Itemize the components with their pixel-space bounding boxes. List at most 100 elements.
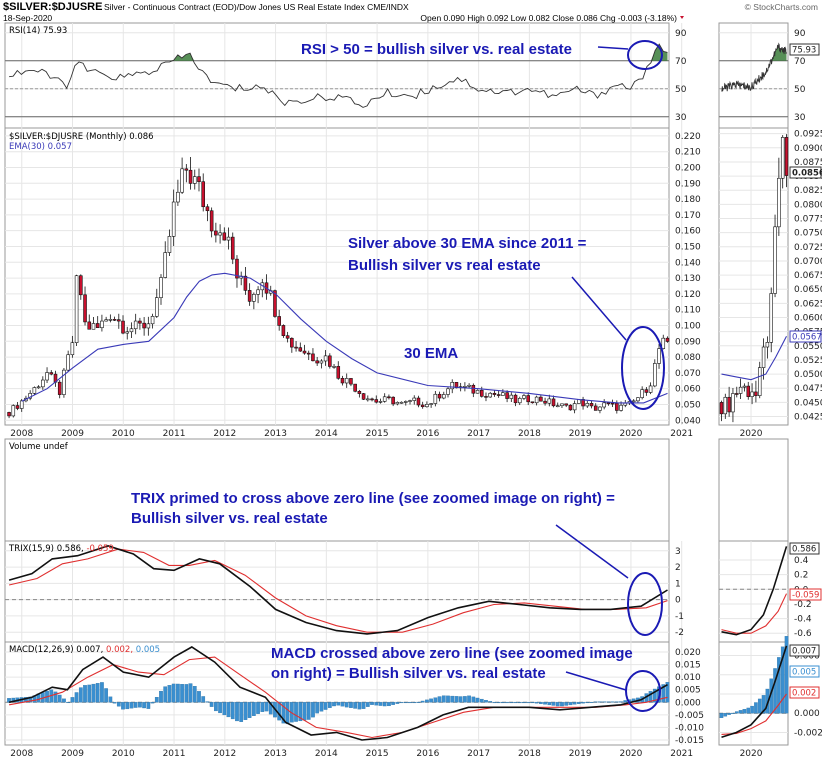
zoom-macd-histogram-bar	[750, 705, 754, 714]
ema-line-label: 30 EMA	[404, 345, 458, 362]
macd-histogram-bar	[146, 702, 151, 709]
zoom-price-candle	[727, 396, 731, 413]
price-candle	[315, 360, 319, 364]
price-candle	[391, 396, 395, 405]
price-tick-label: 0.040	[675, 416, 701, 426]
price-candle	[285, 335, 290, 339]
price-candle	[91, 323, 96, 330]
macd-histogram-bar	[349, 702, 353, 708]
macd-histogram-bar	[661, 684, 666, 703]
price-candle	[108, 319, 113, 321]
price-tick-label: 0.200	[675, 163, 701, 173]
macd-histogram-bar	[306, 702, 311, 720]
trix-annotation-line1: TRIX primed to cross above zero line (se…	[131, 490, 615, 507]
brand-label: © StockCharts.com	[745, 2, 818, 12]
rsi-legend: RSI(14) 75.93	[9, 26, 67, 36]
price-candle	[311, 353, 315, 362]
trix-tick-label: 0	[675, 596, 681, 606]
price-candle	[530, 401, 535, 404]
price-candle	[522, 395, 526, 399]
price-candle	[450, 382, 455, 390]
year-tick-label: 2008	[10, 749, 33, 759]
macd-histogram-bar	[167, 685, 172, 703]
price-candle	[442, 394, 446, 399]
macd-histogram-bar	[138, 702, 142, 708]
zoom-rsi-panel	[718, 22, 789, 129]
macd-histogram-bar	[433, 697, 438, 703]
trix-value-tag: 0.586	[789, 542, 820, 555]
macd-histogram-bar	[353, 702, 358, 709]
zoom-price-candle	[738, 386, 743, 394]
trix-tick-label: -2	[675, 628, 684, 638]
zoom-trix-tick-label: 0.2	[794, 571, 808, 581]
macd-hist-tag: 0.005	[789, 665, 820, 678]
macd-histogram-bar	[610, 701, 615, 703]
year-tick-label: 2009	[61, 429, 84, 439]
macd-histogram-bar	[374, 702, 379, 706]
zoom-year-tick-label: 2020	[740, 749, 763, 759]
macd-histogram-bar	[593, 701, 598, 703]
macd-histogram-bar	[230, 702, 235, 720]
rsi-tick-label: 70	[675, 57, 687, 67]
macd-histogram-bar	[344, 702, 349, 708]
year-tick-label: 2014	[315, 749, 338, 759]
price-tick-label: 0.120	[675, 290, 701, 300]
year-tick-label: 2019	[569, 429, 592, 439]
macd-histogram-bar	[606, 701, 611, 703]
macd-histogram-bar	[581, 702, 585, 704]
macd-histogram-bar	[412, 702, 417, 704]
price-candle	[281, 325, 286, 336]
macd-histogram-bar	[70, 697, 75, 703]
price-candle	[644, 389, 649, 393]
macd-histogram-bar	[239, 702, 244, 722]
macd-tick-label: 0.020	[675, 648, 701, 658]
macd-histogram-bar	[302, 702, 307, 721]
price-candle	[171, 201, 176, 237]
macd-histogram-bar	[652, 688, 657, 703]
macd-histogram-bar	[171, 683, 176, 703]
price-candle	[243, 275, 248, 291]
macd-tick-label: -0.005	[675, 711, 704, 721]
price-candle	[467, 384, 471, 387]
macd-histogram-bar	[454, 696, 459, 703]
price-candle	[41, 379, 45, 388]
macd-annotation-pointer	[565, 671, 627, 691]
price-candle	[306, 352, 311, 355]
price-candle	[66, 354, 70, 371]
macd-histogram-bar	[534, 702, 539, 704]
price-candle	[602, 402, 606, 408]
macd-histogram-bar	[247, 702, 252, 718]
price-candle	[167, 236, 172, 253]
rsi-annotation: RSI > 50 = bullish silver vs. real estat…	[301, 41, 572, 58]
zoom-price-tick-label: 0.0675	[794, 271, 822, 281]
macd-histogram-bar	[209, 702, 214, 707]
macd-histogram-bar	[281, 702, 286, 724]
macd-histogram-bar	[197, 691, 201, 703]
price-candle	[298, 347, 303, 352]
zoom-price-candle	[735, 393, 739, 395]
zoom-macd-histogram-bar	[723, 713, 728, 717]
price-candle	[387, 396, 391, 399]
price-candle	[100, 320, 104, 329]
macd-histogram-bar	[484, 700, 488, 703]
price-candle	[121, 320, 125, 334]
macd-histogram-bar	[323, 702, 328, 710]
price-candle	[551, 398, 556, 407]
macd-histogram-bar	[121, 702, 125, 710]
price-tick-label: 0.140	[675, 258, 701, 268]
zoom-rsi-tick-label: 30	[794, 113, 806, 123]
price-candle	[302, 350, 307, 354]
macd-histogram-bar	[467, 695, 471, 703]
year-tick-label: 2020	[619, 429, 642, 439]
macd-histogram-bar	[602, 701, 607, 703]
price-candle	[420, 404, 425, 408]
zoom-macd-histogram-bar	[746, 707, 751, 714]
macd-histogram-bar	[78, 687, 83, 703]
svg-text:75.93: 75.93	[792, 46, 816, 56]
zoom-macd-histogram-bar	[780, 646, 785, 714]
trix-tick-label: -1	[675, 612, 684, 622]
